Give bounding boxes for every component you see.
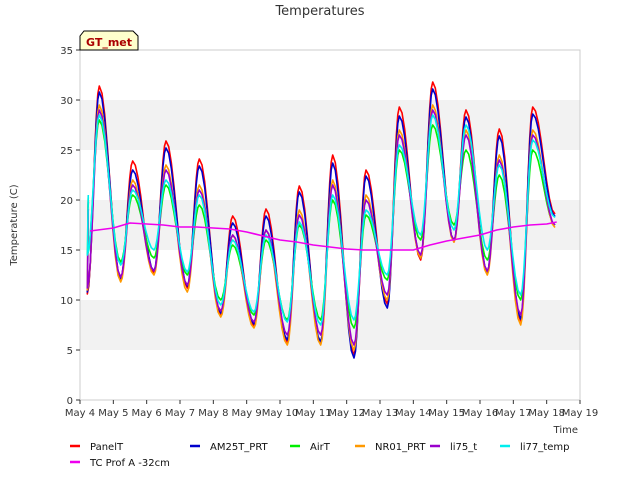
x-tick-label: May 18: [528, 408, 565, 419]
x-tick-label: May 9: [232, 408, 262, 419]
x-tick-label: May 10: [262, 408, 299, 419]
y-axis-ticks: 0 5 10 15 20 25 30 35: [60, 46, 80, 407]
x-tick-label: May 15: [428, 408, 465, 419]
site-badge-label: GT_met: [86, 36, 132, 49]
x-tick-label: May 7: [165, 408, 195, 419]
x-tick-label: May 12: [328, 408, 365, 419]
series-line-tc-prof-a-32cm: [89, 221, 557, 251]
series-lines: [86, 81, 557, 359]
grid-band: [80, 100, 580, 150]
legend-label: NR01_PRT: [375, 442, 426, 453]
plot-frame: [79, 49, 581, 401]
y-axis-label: Temperature (C): [9, 184, 20, 266]
x-axis-ticks: May 4 May 5 May 6 May 7 May 8 May 9 May 10May …: [65, 400, 598, 419]
x-tick-label: May 8: [198, 408, 228, 419]
x-tick-label: May 11: [295, 408, 332, 419]
grid-band: [80, 300, 580, 350]
legend-label: li77_temp: [520, 442, 569, 453]
legend-label: PanelT: [90, 442, 124, 453]
x-axis-label: Time: [553, 425, 578, 436]
x-tick-label: May 16: [462, 408, 499, 419]
chart-title: Temperatures: [274, 4, 364, 19]
y-tick-label: 0: [67, 396, 73, 407]
y-tick-label: 20: [60, 196, 73, 207]
x-tick-label: May 19: [562, 408, 599, 419]
x-tick-label: May 13: [362, 408, 399, 419]
y-tick-label: 10: [60, 296, 73, 307]
legend-label: TC Prof A -32cm: [89, 458, 170, 469]
legend-label: li75_t: [450, 442, 477, 453]
site-badge-box: [79, 30, 139, 51]
legend-label: AM25T_PRT: [210, 442, 269, 453]
x-tick-label: May 14: [395, 408, 432, 419]
y-tick-label: 5: [67, 346, 73, 357]
y-tick-label: 15: [60, 246, 73, 257]
site-badge: GT_met: [79, 30, 139, 51]
x-tick-label: May 6: [132, 408, 162, 419]
x-tick-label: May 17: [495, 408, 532, 419]
legend-label: AirT: [310, 442, 331, 453]
legend: PanelT AM25T_PRT AirT NR01_PRT li75_t li77_te…: [70, 442, 569, 469]
y-tick-label: 25: [60, 146, 73, 157]
y-tick-label: 30: [60, 96, 73, 107]
x-tick-label: May 4: [65, 408, 95, 419]
x-tick-label: May 5: [98, 408, 128, 419]
y-tick-label: 35: [60, 46, 73, 57]
series-line-li77-temp: [86, 114, 556, 326]
